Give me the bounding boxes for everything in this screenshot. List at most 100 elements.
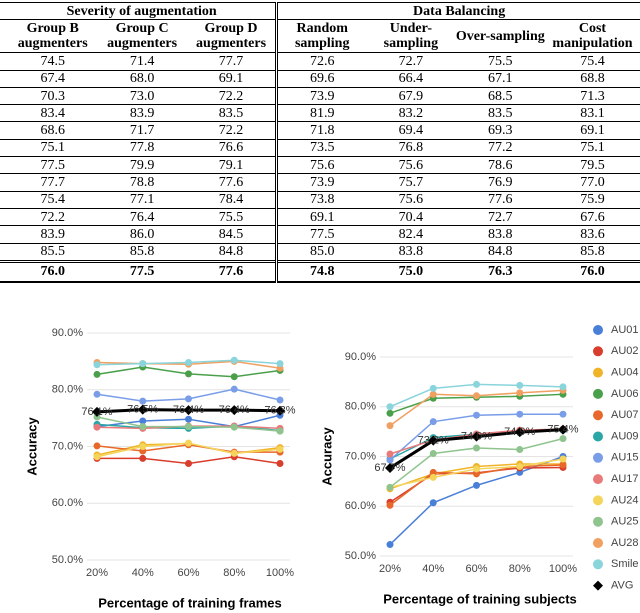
cell: 73.5: [276, 139, 367, 158]
cell: 75.1: [545, 139, 640, 158]
x-tick-label: 40%: [132, 567, 154, 579]
avg-marker: [229, 405, 240, 416]
point: [473, 392, 480, 400]
cell: 70.3: [8, 87, 98, 106]
cell: 82.4: [366, 225, 456, 244]
legend-label: AU07: [611, 409, 639, 421]
point: [139, 397, 147, 405]
cell: 77.7: [8, 173, 98, 192]
cell: 69.1: [545, 121, 640, 140]
point: [386, 409, 394, 417]
legend-marker: [593, 410, 603, 421]
cell: 83.4: [8, 104, 98, 123]
cell: 78.6: [455, 156, 545, 175]
point: [93, 413, 101, 421]
cell: 73.9: [276, 87, 367, 106]
legend-marker: [593, 516, 603, 527]
legend-label: Smile: [611, 558, 639, 570]
cell: 83.5: [455, 104, 545, 123]
point: [559, 461, 567, 469]
point: [429, 468, 437, 476]
legend-label: AU28: [611, 537, 639, 549]
stub: [0, 70, 8, 88]
cell: 74.5: [8, 52, 98, 71]
point: [473, 481, 480, 489]
legend-label: AU15: [611, 452, 639, 464]
y-axis-label: Accuracy: [319, 426, 334, 485]
point: [386, 422, 394, 430]
cell: 77.0: [545, 173, 640, 192]
legend-label: AU02: [611, 345, 639, 357]
cell: 75.6: [366, 191, 456, 209]
cell: 73.9: [276, 173, 367, 192]
cell: 84.8: [186, 243, 279, 262]
point: [559, 410, 567, 418]
point: [93, 361, 101, 369]
x-axis-label: Percentage of training subjects: [383, 591, 577, 606]
stub: [0, 156, 8, 175]
y-tick-label: 90.0%: [52, 327, 83, 339]
point: [93, 370, 101, 378]
cell: 72.7: [366, 52, 456, 71]
avg-marker: [275, 405, 285, 416]
legend-marker: [593, 580, 603, 591]
cell: 74.8: [276, 259, 367, 283]
row: 85.5 85.8 84.8 85.0 83.8 84.8 85.8: [0, 243, 640, 262]
value-label: 67.7%: [374, 462, 405, 474]
point: [276, 460, 284, 468]
legend-label: AU04: [611, 367, 639, 379]
cell: 67.6: [545, 208, 640, 227]
cell: 77.8: [97, 139, 187, 158]
x-tick-label: 80%: [509, 563, 531, 575]
point: [93, 423, 101, 431]
average-row: 76.0 77.5 77.6 74.8 75.0 76.3 76.0: [0, 259, 640, 283]
cell: 72.7: [455, 208, 545, 227]
cell: 77.5: [276, 225, 367, 244]
y-tick-label: 70.0%: [345, 450, 376, 462]
point: [559, 383, 567, 391]
cell: 83.6: [545, 225, 640, 244]
cell: 83.8: [455, 225, 545, 244]
cell: 68.5: [455, 87, 545, 106]
cell: 84.8: [455, 243, 545, 262]
point: [473, 444, 480, 452]
row: 72.2 76.4 75.5 69.1 70.4 72.7 67.6: [0, 208, 640, 227]
cell: 69.1: [186, 70, 279, 88]
value-label: 75.4%: [547, 424, 578, 436]
cell: 75.4: [545, 52, 640, 71]
cell: 76.9: [455, 173, 545, 192]
legend-label: AU17: [611, 473, 639, 485]
cell: 75.6: [276, 156, 367, 175]
cell: 75.1: [8, 139, 98, 158]
stub: [0, 208, 8, 227]
value-label: 76.3%: [264, 405, 295, 417]
column-header: Group C augmenters: [97, 19, 187, 54]
cell: 78.4: [186, 191, 279, 209]
point: [473, 411, 480, 419]
x-tick-label: 40%: [422, 563, 444, 575]
avg-marker: [471, 431, 482, 442]
point: [429, 418, 437, 426]
cell: 83.8: [366, 243, 456, 262]
y-tick-label: 80.0%: [52, 384, 83, 396]
cell: 83.1: [545, 104, 640, 123]
cell: 79.1: [186, 156, 279, 175]
y-tick-label: 70.0%: [52, 440, 83, 452]
point: [429, 384, 437, 392]
row: 83.9 86.0 84.5 77.5 82.4 83.8 83.6: [0, 225, 640, 244]
point: [230, 385, 238, 393]
cell: 68.8: [545, 70, 640, 88]
stub: [0, 1, 8, 21]
cell: 79.5: [545, 156, 640, 175]
cell: 85.5: [8, 243, 98, 262]
point: [429, 473, 437, 481]
y-tick-label: 50.0%: [345, 550, 376, 562]
cell: 67.1: [455, 70, 545, 88]
stub: [0, 139, 8, 158]
avg-marker: [183, 405, 194, 416]
cell: 83.9: [8, 225, 98, 244]
value-label: 76.4%: [173, 404, 204, 416]
cell: 71.8: [276, 121, 367, 140]
cell: 76.3: [455, 259, 545, 283]
avg-marker: [137, 404, 148, 415]
